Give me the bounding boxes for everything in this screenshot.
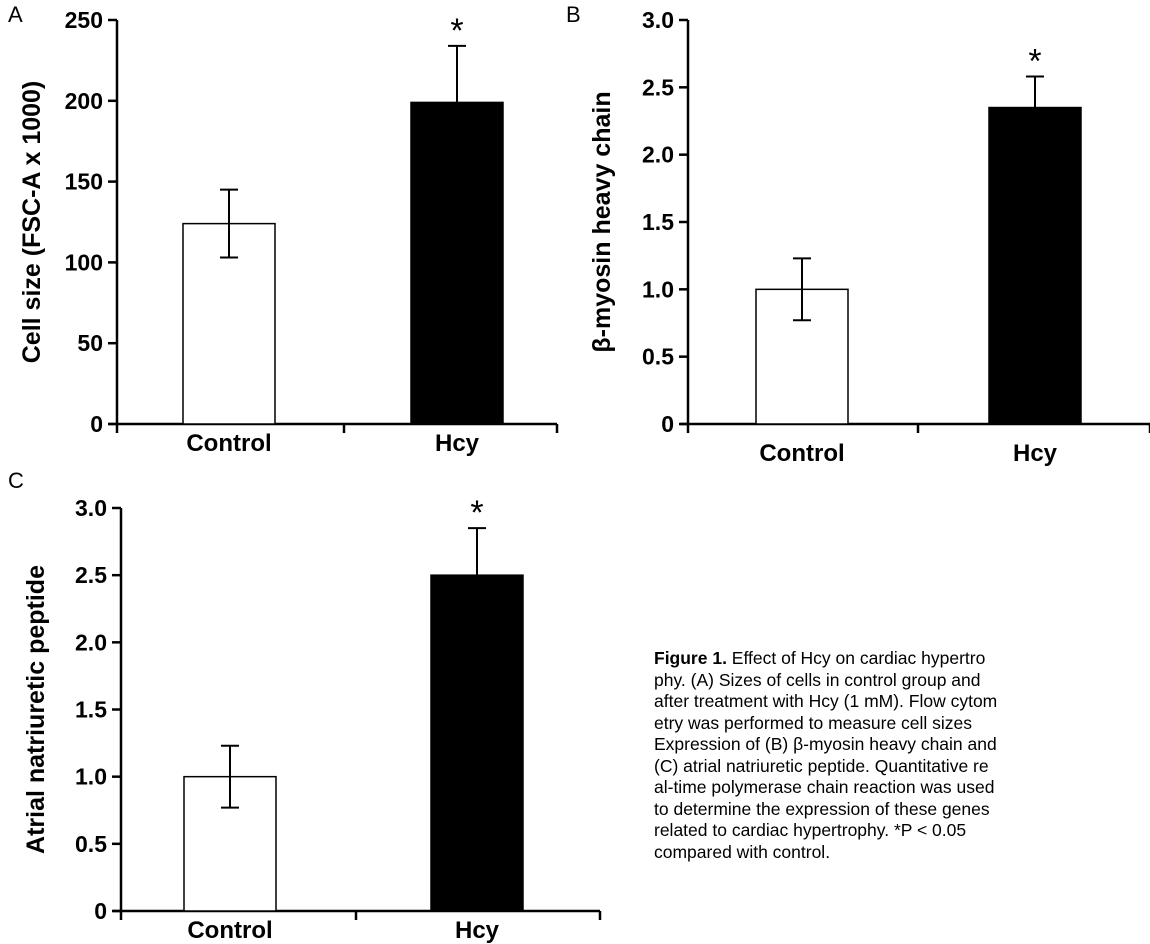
bar-hcy	[988, 106, 1082, 425]
caption-line: (C) atrial natriuretic peptide. Quantita…	[654, 755, 989, 776]
chart-panel-A: A 0 50 100 150 200 250 Control * Hcy Cell size (FS…	[8, 2, 559, 457]
y-tick-label: 0	[661, 411, 674, 437]
x-category-label: Hcy	[435, 430, 480, 457]
y-tick-label: 250	[65, 7, 103, 33]
caption-line: Effect of Hcy on cardiac hypertro	[726, 648, 986, 668]
y-axis-title: β-myosin heavy chain	[588, 91, 616, 352]
y-tick-label: 2.5	[642, 74, 674, 100]
y-tick-label: 100	[65, 249, 103, 275]
y-tick-label: 0	[94, 898, 107, 924]
y-tick-label: 0	[90, 411, 103, 437]
y-axis-title: Atrial natriuretic peptide	[22, 565, 50, 854]
x-category-label: Control	[186, 430, 271, 457]
panel-label: C	[8, 468, 24, 493]
significance-marker: *	[450, 12, 463, 50]
x-category-label: Control	[187, 917, 272, 944]
caption-line: etry was performed to measure cell sizes	[654, 712, 973, 733]
x-category-label: Hcy	[1013, 440, 1058, 467]
caption-line: to determine the expression of these gen…	[654, 798, 990, 819]
y-tick-label: 0.5	[75, 831, 107, 857]
caption-line: phy. (A) Sizes of cells in control group…	[654, 669, 981, 690]
y-tick-label: 3.0	[642, 7, 674, 33]
y-tick-label: 0.5	[642, 344, 674, 370]
caption-line: after treatment with Hcy (1 mM). Flow cy…	[654, 691, 998, 711]
x-category-label: Hcy	[455, 917, 500, 944]
significance-marker: *	[470, 494, 483, 532]
x-category-label: Control	[759, 440, 844, 467]
caption-label: Figure 1.	[654, 648, 727, 668]
y-tick-label: 200	[65, 88, 103, 114]
y-tick-label: 150	[65, 169, 103, 195]
y-tick-label: 1.0	[75, 764, 107, 790]
bar-hcy	[410, 101, 504, 425]
y-tick-label: 50	[77, 330, 103, 356]
caption-line: compared with control.	[654, 841, 831, 862]
bar-hcy	[430, 574, 524, 912]
y-axis-title: Cell size (FSC-A x 1000)	[18, 81, 46, 364]
chart-panel-C: C 0 0.5 1.0 1.5 2.0 2.5 3.0 Control * Hcy Atrial na…	[8, 468, 602, 944]
panel-label: A	[8, 2, 23, 27]
caption-line: related to cardiac hypertrophy. *P < 0.0…	[654, 820, 967, 840]
significance-marker: *	[1028, 43, 1041, 81]
y-tick-label: 3.0	[75, 495, 107, 521]
caption-line: Expression of (B) β-myosin heavy chain a…	[654, 734, 997, 754]
caption-line: al-time polymerase chain reaction was us…	[654, 777, 995, 797]
figure-caption: Figure 1. Effect of Hcy on cardiac hyper…	[654, 648, 1150, 863]
panel-label: B	[566, 2, 581, 27]
chart-panel-B: B 0 0.5 1.0 1.5 2.0 2.5 3.0 Control * Hcy β-myosin …	[566, 2, 1150, 467]
y-tick-label: 2.0	[642, 142, 674, 168]
y-tick-label: 1.5	[75, 697, 107, 723]
y-tick-label: 1.5	[642, 209, 674, 235]
y-tick-label: 1.0	[642, 276, 674, 302]
y-tick-label: 2.0	[75, 629, 107, 655]
y-tick-label: 2.5	[75, 562, 107, 588]
